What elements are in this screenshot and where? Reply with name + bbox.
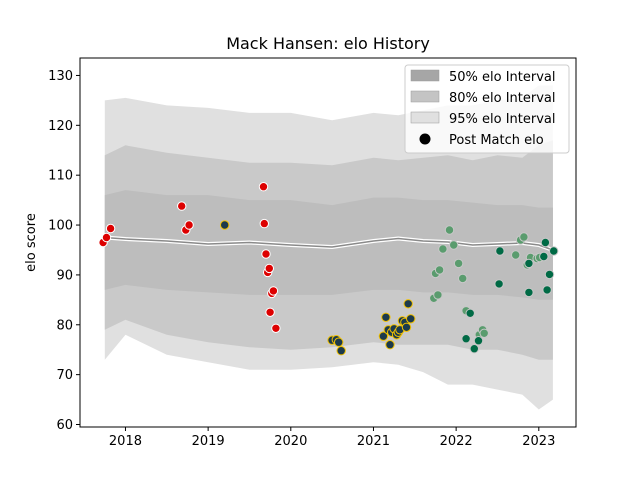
post-match-point <box>495 246 505 256</box>
y-axis-label: elo score <box>24 213 39 272</box>
post-match-point <box>511 250 521 260</box>
post-match-point <box>271 323 281 333</box>
post-match-point <box>336 346 346 356</box>
legend-marker <box>419 133 431 145</box>
legend-swatch <box>410 111 440 124</box>
post-match-point <box>461 334 471 344</box>
post-match-point <box>184 220 194 230</box>
x-tick-label: 2020 <box>274 434 307 449</box>
post-match-point <box>549 246 559 256</box>
median-line <box>104 235 554 252</box>
y-tick-label: 80 <box>56 318 73 333</box>
post-match-point <box>544 269 555 280</box>
y-tick-label: 90 <box>56 268 73 283</box>
post-match-point <box>542 285 552 295</box>
legend-label: 80% elo Interval <box>449 91 556 106</box>
legend-box <box>404 64 570 154</box>
post-match-point <box>438 244 448 254</box>
chart-title: Mack Hansen: elo History <box>226 34 430 53</box>
post-match-point <box>101 232 112 243</box>
y-tick-label: 110 <box>48 169 73 184</box>
post-match-point <box>264 263 274 274</box>
post-match-point <box>401 322 412 332</box>
legend-swatch <box>410 90 440 103</box>
post-match-point <box>268 286 279 296</box>
post-match-point <box>524 287 534 298</box>
median-line-path <box>104 236 554 251</box>
x-tick-label: 2021 <box>357 434 390 449</box>
post-match-point <box>519 232 529 242</box>
legend-swatch <box>410 69 440 82</box>
post-match-point <box>453 258 464 269</box>
x-tick-label: 2023 <box>522 434 555 449</box>
y-axis: 60 70 80 90 100 110 120 130 <box>48 69 80 433</box>
post-match-point <box>444 225 455 235</box>
y-tick-label: 70 <box>56 368 73 383</box>
post-match-point <box>378 331 389 341</box>
post-match-point <box>403 299 413 309</box>
legend-label: Post Match elo <box>449 133 544 148</box>
legend-label: 50% elo Interval <box>449 70 556 85</box>
post-match-point <box>434 265 445 275</box>
post-match-point <box>406 314 416 324</box>
post-match-point <box>465 308 475 318</box>
legend: 50% elo Interval 80% elo Interval 95% elo … <box>404 64 570 154</box>
post-match-point <box>494 279 504 289</box>
post-match-points <box>98 182 559 356</box>
y-tick-label: 130 <box>48 69 73 84</box>
post-match-point <box>261 249 271 259</box>
post-match-point <box>334 337 344 347</box>
post-match-point <box>479 328 489 338</box>
x-axis: 2018 2019 2020 2021 2022 2023 <box>109 427 555 449</box>
y-tick-label: 60 <box>56 418 73 433</box>
legend-label: 95% elo Interval <box>449 112 556 127</box>
post-match-point <box>105 223 116 234</box>
x-tick-label: 2022 <box>440 434 473 449</box>
post-match-point <box>381 312 391 322</box>
post-match-point <box>449 240 459 250</box>
plot-frame <box>79 57 577 428</box>
post-match-point <box>385 340 395 350</box>
post-match-point <box>473 336 484 346</box>
post-match-point <box>540 237 551 248</box>
post-match-point <box>177 201 187 211</box>
post-match-point <box>524 258 534 269</box>
y-tick-label: 100 <box>48 219 73 234</box>
post-match-point <box>433 290 443 300</box>
post-match-point <box>458 273 468 284</box>
post-match-point <box>258 182 269 192</box>
x-tick-label: 2018 <box>109 434 142 449</box>
y-tick-label: 120 <box>48 119 73 134</box>
post-match-point <box>259 218 269 229</box>
post-match-point <box>265 307 275 317</box>
plot-area <box>98 85 559 410</box>
post-match-point <box>220 220 230 230</box>
post-match-point <box>469 344 479 354</box>
x-tick-label: 2019 <box>192 434 225 449</box>
post-match-point <box>539 251 549 262</box>
